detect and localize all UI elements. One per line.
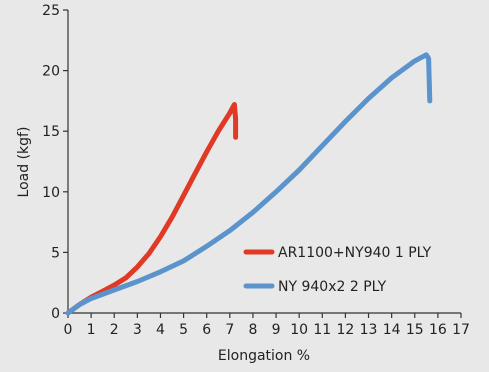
x-tick-label: 5 [179,322,188,338]
y-tick-label: 5 [51,245,60,261]
y-tick-label: 0 [51,306,60,322]
x-tick-label: 3 [133,322,142,338]
series-lines [65,52,433,316]
x-tick-label: 13 [360,322,378,338]
x-tick-label: 9 [272,322,281,338]
series-line-0 [65,102,239,316]
legend-label-0: AR1100+NY940 1 PLY [278,245,432,261]
x-ticks: 0 1 2 3 4 5 6 7 8 9 10 11 12 13 14 15 16 17 [64,313,470,338]
x-tick-label: 14 [383,322,401,338]
y-axis-label: Load (kgf) [16,127,32,198]
x-tick-label: 6 [202,322,211,338]
x-tick-label: 15 [406,322,424,338]
x-tick-label: 17 [452,322,470,338]
x-tick-label: 7 [225,322,234,338]
y-tick-label: 10 [42,185,60,201]
x-tick-label: 12 [336,322,354,338]
x-tick-label: 16 [429,322,447,338]
axes [67,10,461,314]
x-tick-label: 0 [64,322,73,338]
x-tick-label: 11 [313,322,331,338]
series-line-1 [65,52,433,316]
x-axis-label: Elongation % [218,348,310,364]
x-tick-label: 8 [248,322,257,338]
x-tick-label: 4 [156,322,165,338]
x-tick-label: 1 [87,322,96,338]
y-tick-label: 15 [42,124,60,140]
y-tick-label: 25 [42,3,60,19]
y-ticks: 0 5 10 15 20 25 [42,3,68,322]
y-tick-label: 20 [42,64,60,80]
legend: AR1100+NY940 1 PLY NY 940x2 2 PLY [243,245,432,295]
x-tick-label: 10 [290,322,308,338]
x-tick-label: 2 [110,322,119,338]
legend-label-1: NY 940x2 2 PLY [278,279,387,295]
